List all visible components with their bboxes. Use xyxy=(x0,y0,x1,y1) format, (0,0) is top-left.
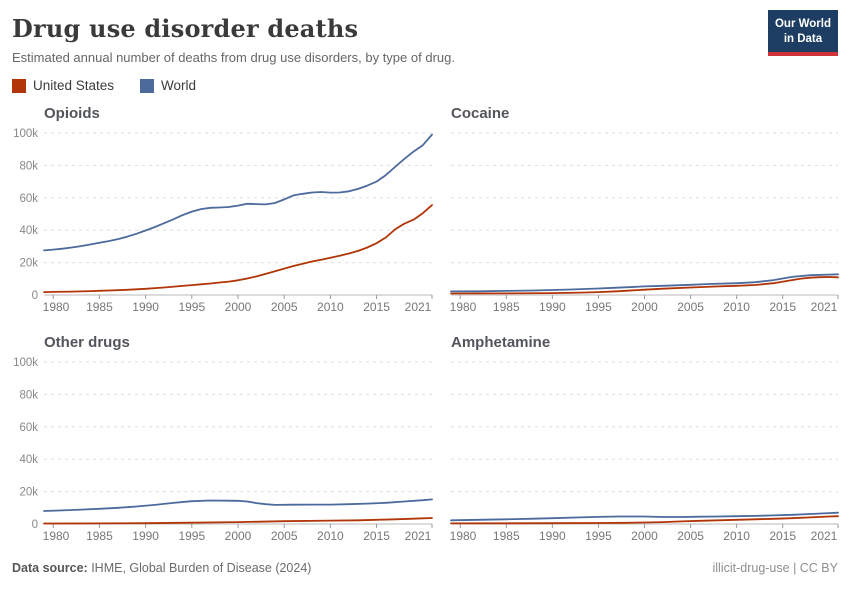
svg-text:0: 0 xyxy=(32,290,38,302)
charts-grid: Opioids 0 20k 40k 60k 80k 100k 1980 1985 1990 199… xyxy=(12,105,840,549)
svg-text:2021: 2021 xyxy=(811,300,838,314)
svg-text:80k: 80k xyxy=(19,389,38,401)
svg-text:1995: 1995 xyxy=(178,300,205,314)
svg-text:1980: 1980 xyxy=(43,300,70,314)
svg-text:2021: 2021 xyxy=(405,300,432,314)
svg-text:2021: 2021 xyxy=(811,529,838,543)
svg-text:0: 0 xyxy=(32,519,38,531)
svg-text:2000: 2000 xyxy=(631,300,658,314)
svg-text:2000: 2000 xyxy=(631,529,658,543)
svg-text:2010: 2010 xyxy=(317,300,344,314)
svg-text:2005: 2005 xyxy=(271,529,298,543)
chart-panel-opioids: Opioids 0 20k 40k 60k 80k 100k 1980 1985 1990 199… xyxy=(12,105,434,320)
svg-text:40k: 40k xyxy=(19,225,38,237)
svg-text:80k: 80k xyxy=(19,160,38,172)
chart-panel-amphetamine: Amphetamine 1980 1985 1990 1995 2000 2005 2010… xyxy=(449,334,840,549)
svg-text:1990: 1990 xyxy=(132,529,159,543)
svg-text:1980: 1980 xyxy=(450,529,477,543)
chart-title-cocaine: Cocaine xyxy=(451,105,510,122)
page-title: Drug use disorder deaths xyxy=(12,14,359,43)
svg-text:1985: 1985 xyxy=(86,529,113,543)
legend-item-united-states[interactable]: United States xyxy=(12,78,114,93)
data-source: Data source: IHME, Global Burden of Dise… xyxy=(12,561,311,575)
legend-item-world[interactable]: World xyxy=(140,78,196,93)
svg-text:2021: 2021 xyxy=(405,529,432,543)
chart-other-drugs: 0 20k 40k 60k 80k 100k 1980 1985 1990 1995 2000 200… xyxy=(13,357,433,543)
chart-opioids: 0 20k 40k 60k 80k 100k 1980 1985 1990 1995 2000 200… xyxy=(13,128,433,314)
svg-text:2010: 2010 xyxy=(723,300,750,314)
svg-text:1990: 1990 xyxy=(539,529,566,543)
svg-text:20k: 20k xyxy=(19,258,38,270)
footer: Data source: IHME, Global Burden of Dise… xyxy=(12,561,838,575)
svg-text:1995: 1995 xyxy=(178,529,205,543)
svg-text:2005: 2005 xyxy=(677,300,704,314)
chart-title-opioids: Opioids xyxy=(44,105,100,122)
chart-page: Our World in Data Drug use disorder deat… xyxy=(12,10,840,575)
world-swatch-icon xyxy=(140,78,155,93)
svg-text:1990: 1990 xyxy=(132,300,159,314)
chart-cocaine: 1980 1985 1990 1995 2000 2005 2010 2015 2021 xyxy=(450,132,839,314)
svg-text:1980: 1980 xyxy=(450,300,477,314)
page-subtitle: Estimated annual number of deaths from d… xyxy=(12,50,455,65)
svg-text:2015: 2015 xyxy=(769,529,796,543)
svg-text:1990: 1990 xyxy=(539,300,566,314)
chart-amphetamine: 1980 1985 1990 1995 2000 2005 2010 2015 2021 xyxy=(450,361,839,543)
svg-text:2005: 2005 xyxy=(271,300,298,314)
legend-label-united-states: United States xyxy=(33,78,115,93)
owid-logo-line1: Our World xyxy=(774,18,831,30)
svg-text:40k: 40k xyxy=(19,454,38,466)
owid-logo[interactable]: Our World in Data xyxy=(767,10,838,56)
data-source-label: Data source: xyxy=(12,561,88,575)
license-link[interactable]: illicit-drug-use | CC BY xyxy=(712,561,838,575)
svg-text:2000: 2000 xyxy=(225,529,252,543)
chart-panel-other-drugs: Other drugs 0 20k 40k 60k 80k 100k 1980 1985 199… xyxy=(12,334,434,549)
svg-text:2015: 2015 xyxy=(363,300,390,314)
chart-title-other-drugs: Other drugs xyxy=(44,334,130,351)
svg-text:1985: 1985 xyxy=(493,300,520,314)
svg-text:60k: 60k xyxy=(19,422,38,434)
svg-text:60k: 60k xyxy=(19,193,38,205)
owid-logo-line2: in Data xyxy=(783,32,823,45)
legend-label-world: World xyxy=(161,78,197,93)
svg-text:1995: 1995 xyxy=(585,529,612,543)
svg-text:1985: 1985 xyxy=(86,300,113,314)
svg-text:2005: 2005 xyxy=(677,529,704,543)
svg-text:100k: 100k xyxy=(13,128,38,140)
svg-text:1985: 1985 xyxy=(493,529,520,543)
chart-title-amphetamine: Amphetamine xyxy=(451,334,551,351)
svg-text:2015: 2015 xyxy=(363,529,390,543)
svg-text:1980: 1980 xyxy=(43,529,70,543)
svg-text:2015: 2015 xyxy=(769,300,796,314)
svg-text:2010: 2010 xyxy=(723,529,750,543)
chart-panel-cocaine: Cocaine 1980 1985 1990 1995 2000 2005 2010 2015… xyxy=(449,105,840,320)
data-source-text: IHME, Global Burden of Disease (2024) xyxy=(87,561,312,575)
united-states-swatch-icon xyxy=(12,78,26,93)
svg-text:100k: 100k xyxy=(13,357,38,369)
svg-text:2000: 2000 xyxy=(225,300,252,314)
svg-text:2010: 2010 xyxy=(317,529,344,543)
svg-text:1995: 1995 xyxy=(585,300,612,314)
svg-text:20k: 20k xyxy=(19,487,38,499)
legend: United States World xyxy=(12,78,838,93)
